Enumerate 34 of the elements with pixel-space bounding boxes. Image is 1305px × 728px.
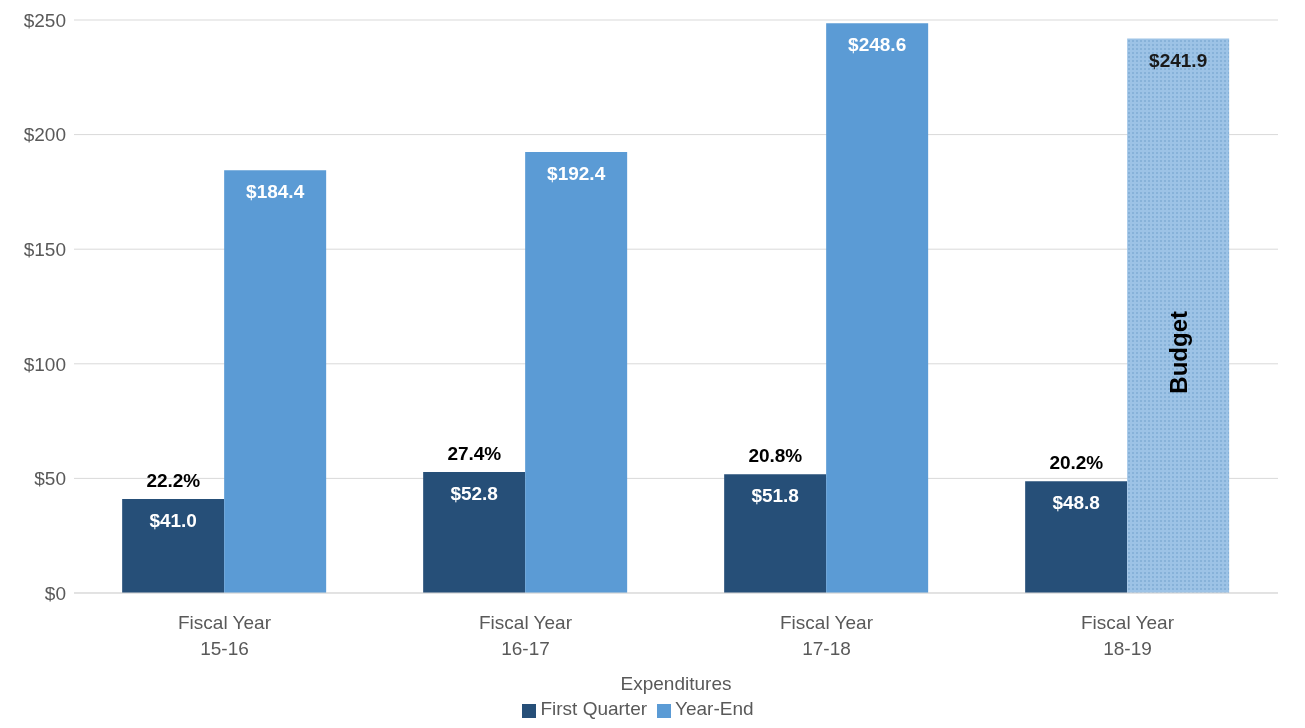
- data-label: $192.4: [547, 163, 606, 185]
- bar: [1025, 481, 1128, 593]
- x-tick-label: Fiscal Year 18-19: [1081, 612, 1175, 659]
- annotation: 20.2%: [1049, 452, 1104, 474]
- annotation: 20.8%: [748, 445, 803, 467]
- y-tick-label: $100: [23, 353, 66, 375]
- x-tick-label: Fiscal Year 16-17: [479, 612, 573, 659]
- x-tick-label: Fiscal Year 15-16: [178, 612, 272, 659]
- legend-label: Year-End: [675, 698, 754, 719]
- x-axis-title: Expenditures: [620, 673, 732, 694]
- data-label: $248.6: [848, 34, 907, 56]
- legend-label: First Quarter: [540, 698, 648, 719]
- bar: [724, 474, 827, 593]
- y-tick-label: $150: [23, 238, 66, 260]
- bar: [1127, 38, 1230, 593]
- bar: [826, 23, 929, 593]
- bar: [224, 170, 327, 593]
- annotation: 22.2%: [146, 470, 201, 492]
- y-tick-label: $50: [34, 468, 66, 490]
- bar: [423, 471, 526, 593]
- data-label: $48.8: [1052, 492, 1100, 514]
- bar: [122, 499, 225, 593]
- data-label: $51.8: [751, 485, 799, 507]
- annotation: 27.4%: [447, 442, 502, 464]
- data-label: $41.0: [149, 510, 197, 532]
- y-tick-label: $200: [23, 124, 66, 146]
- y-tick-label: $250: [23, 9, 66, 31]
- data-label: $184.4: [246, 181, 305, 203]
- x-tick-label: Fiscal Year 17-18: [780, 612, 874, 659]
- y-tick-label: $0: [44, 582, 66, 604]
- data-label: $241.9: [1149, 49, 1208, 71]
- bar: [525, 152, 628, 593]
- annotation: Budget: [1165, 311, 1193, 394]
- data-label: $52.8: [450, 482, 498, 504]
